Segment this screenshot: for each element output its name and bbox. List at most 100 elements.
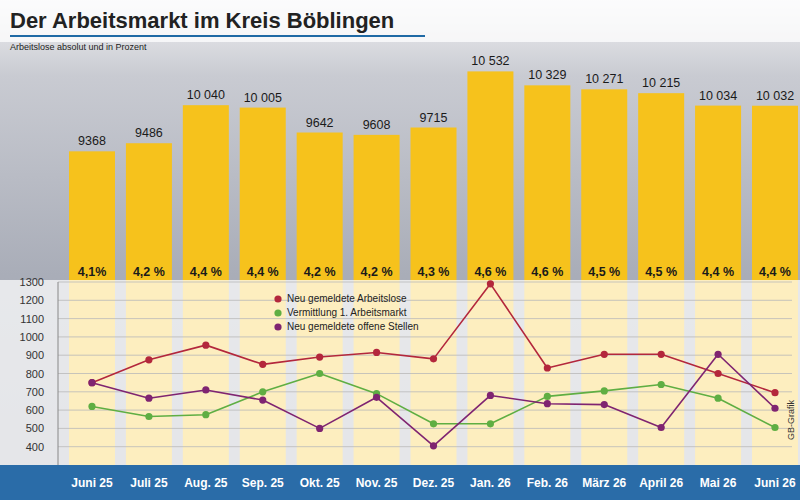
series-line [92, 284, 775, 393]
legend-marker [274, 323, 281, 330]
bar-value-label: 9486 [135, 126, 163, 140]
series-marker [487, 392, 494, 399]
y-tick-label: 400 [26, 441, 44, 453]
legend-label: Neu gemeldete Arbeitslose [287, 293, 407, 304]
bar-value-label: 10 532 [471, 54, 509, 68]
bar-value-label: 9715 [420, 111, 448, 125]
x-tick-label: April 26 [639, 476, 683, 490]
x-tick-label: Jan. 26 [470, 476, 511, 490]
x-tick-label: Mai 26 [700, 476, 737, 490]
grid-line [58, 446, 792, 447]
lines [88, 280, 778, 449]
series-marker [771, 405, 778, 412]
bar-value-label: 9368 [78, 134, 106, 148]
series-marker [487, 280, 494, 287]
rate-label: 4,4 % [759, 265, 791, 279]
title-rule [10, 35, 425, 37]
subtitle: Arbeitslose absolut und in Prozent [10, 42, 147, 52]
series-marker [145, 395, 152, 402]
series-marker [658, 424, 665, 431]
background [0, 0, 800, 500]
title-band [0, 0, 800, 42]
series-marker [714, 370, 721, 377]
series-line [92, 354, 775, 446]
bar-value-label: 10 329 [528, 68, 566, 82]
rate-label: 4,5 % [588, 265, 620, 279]
grid-line [58, 391, 792, 392]
x-tick-label: Dez. 25 [413, 476, 455, 490]
grid-line [58, 373, 792, 374]
series-marker [202, 386, 209, 393]
y-tick-label: 1300 [20, 276, 44, 288]
series-marker [544, 364, 551, 371]
x-tick-label: Juni 25 [71, 476, 113, 490]
series-marker [601, 351, 608, 358]
rate-label: 4,6 % [531, 265, 563, 279]
plot-background [0, 280, 800, 465]
y-axis [58, 282, 59, 465]
series-marker [145, 413, 152, 420]
legend-marker [274, 295, 281, 302]
series-marker [430, 442, 437, 449]
rate-label: 4,3 % [418, 265, 450, 279]
x-tick-label: Okt. 25 [300, 476, 340, 490]
series-marker [316, 370, 323, 377]
y-tick-label: 600 [26, 404, 44, 416]
bar-value-label: 9608 [363, 118, 391, 132]
series-marker [88, 379, 95, 386]
x-tick-label: Nov. 25 [356, 476, 398, 490]
rate-label: 4,4 % [247, 265, 279, 279]
x-tick-label: März 26 [582, 476, 626, 490]
x-axis-band [0, 465, 800, 500]
y-tick-label: 700 [26, 386, 44, 398]
legend-label: Neu gemeldete offene Stellen [287, 321, 419, 332]
legend-marker [274, 309, 281, 316]
series-marker [145, 356, 152, 363]
series-marker [259, 396, 266, 403]
y-tick-label: 500 [26, 422, 44, 434]
series-marker [487, 420, 494, 427]
series-marker [88, 379, 95, 386]
series-marker [658, 351, 665, 358]
series-marker [544, 393, 551, 400]
legend-label: Vermittlung 1. Arbeitsmarkt [287, 307, 407, 318]
series-line [92, 374, 775, 428]
series-marker [430, 420, 437, 427]
rate-label: 4,2 % [304, 265, 336, 279]
series-marker [202, 411, 209, 418]
series-marker [771, 389, 778, 396]
rate-label: 4,1% [78, 265, 107, 279]
y-tick-label: 1200 [20, 294, 44, 306]
bar-value-label: 10 034 [699, 89, 737, 103]
series-marker [373, 349, 380, 356]
grid-line [58, 336, 792, 337]
y-tick-label: 800 [26, 368, 44, 380]
series-marker [601, 401, 608, 408]
bar-value-label: 10 005 [244, 91, 282, 105]
bar-value-label: 9642 [306, 116, 334, 130]
bar-value-label: 10 271 [585, 72, 623, 86]
rate-label: 4,6 % [474, 265, 506, 279]
series-marker [316, 425, 323, 432]
series-marker [658, 381, 665, 388]
rate-label: 4,2 % [133, 265, 165, 279]
series-marker [601, 387, 608, 394]
series-marker [771, 424, 778, 431]
series-marker [430, 355, 437, 362]
grid-line [58, 410, 792, 411]
x-tick-label: Juni 26 [754, 476, 796, 490]
x-tick-label: Aug. 25 [184, 476, 228, 490]
grid-line [58, 318, 792, 319]
rate-label: 4,2 % [361, 265, 393, 279]
title: Der Arbeitsmarkt im Kreis Böblingen [10, 8, 394, 33]
y-tick-label: 1000 [20, 331, 44, 343]
grid-line [58, 282, 792, 283]
rate-label: 4,4 % [190, 265, 222, 279]
series-marker [259, 388, 266, 395]
series-marker [202, 342, 209, 349]
bar-value-label: 10 040 [187, 88, 225, 102]
series-marker [373, 394, 380, 401]
series-marker [714, 351, 721, 358]
rate-label: 4,4 % [702, 265, 734, 279]
series-marker [316, 353, 323, 360]
